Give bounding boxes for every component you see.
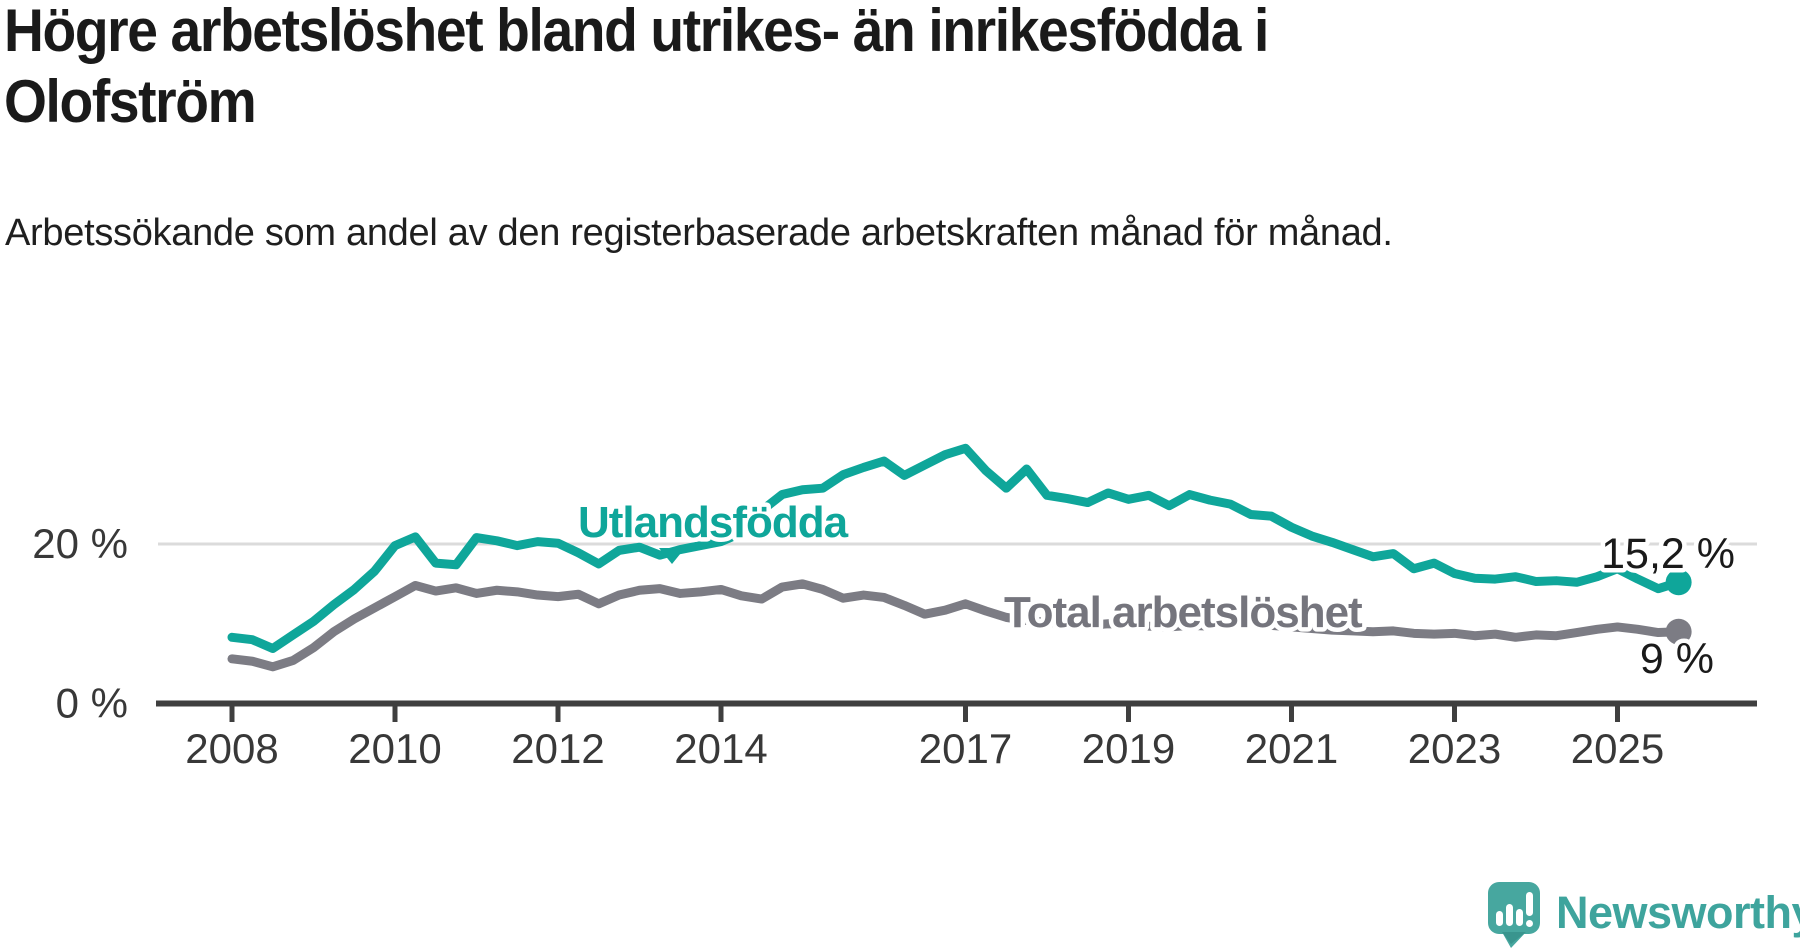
x-tick-label-2023: 2023 (1408, 725, 1501, 772)
x-tick-label-2012: 2012 (511, 725, 604, 772)
x-tick-label-2019: 2019 (1082, 725, 1175, 772)
x-tick-label-2014: 2014 (674, 725, 767, 772)
chart-subtitle: Arbetssökande som andel av den registerb… (5, 212, 1393, 254)
x-tick-label-2017: 2017 (919, 725, 1012, 772)
x-axis-ticks: 2008 2010 2012 2014 2017 2019 2021 2023 2025 (185, 705, 1664, 772)
y-tick-label-20: 20 % (32, 520, 128, 567)
series-lines (227, 443, 1692, 672)
end-dot-total-arbetsl-shet (1665, 618, 1692, 645)
newsworthy-logo-text: Newsworthy (1556, 887, 1800, 938)
series-annotations: Utlandsfödda Total arbetslöshet 15,2 % 9 % (574, 494, 1740, 688)
page-title: Högre arbetslöshet bland utrikes- än inr… (4, 0, 1269, 135)
x-tick-label-2008: 2008 (185, 725, 278, 772)
x-tick-label-2025: 2025 (1571, 725, 1664, 772)
newsworthy-logo-icon (1488, 882, 1540, 948)
line-total-arbetsl-shet (227, 579, 1684, 672)
label-utlandsfodda: Utlandsfödda (578, 498, 849, 547)
end-value-total: 9 % (1640, 635, 1714, 683)
line-utlandsf-dda (227, 443, 1684, 653)
end-dot-utlandsf-dda (1665, 569, 1692, 596)
newsworthy-logo: Newsworthy (1488, 882, 1800, 948)
end-value-utlandsfodda: 15,2 % (1601, 530, 1735, 578)
y-tick-label-0: 0 % (56, 680, 128, 727)
y-axis-labels: 0 % 20 % (32, 520, 128, 727)
triangle-down-icon (659, 548, 685, 564)
x-tick-label-2010: 2010 (348, 725, 441, 772)
label-total-arbetsloshet: Total arbetslöshet (1004, 588, 1363, 637)
x-tick-label-2021: 2021 (1245, 725, 1338, 772)
